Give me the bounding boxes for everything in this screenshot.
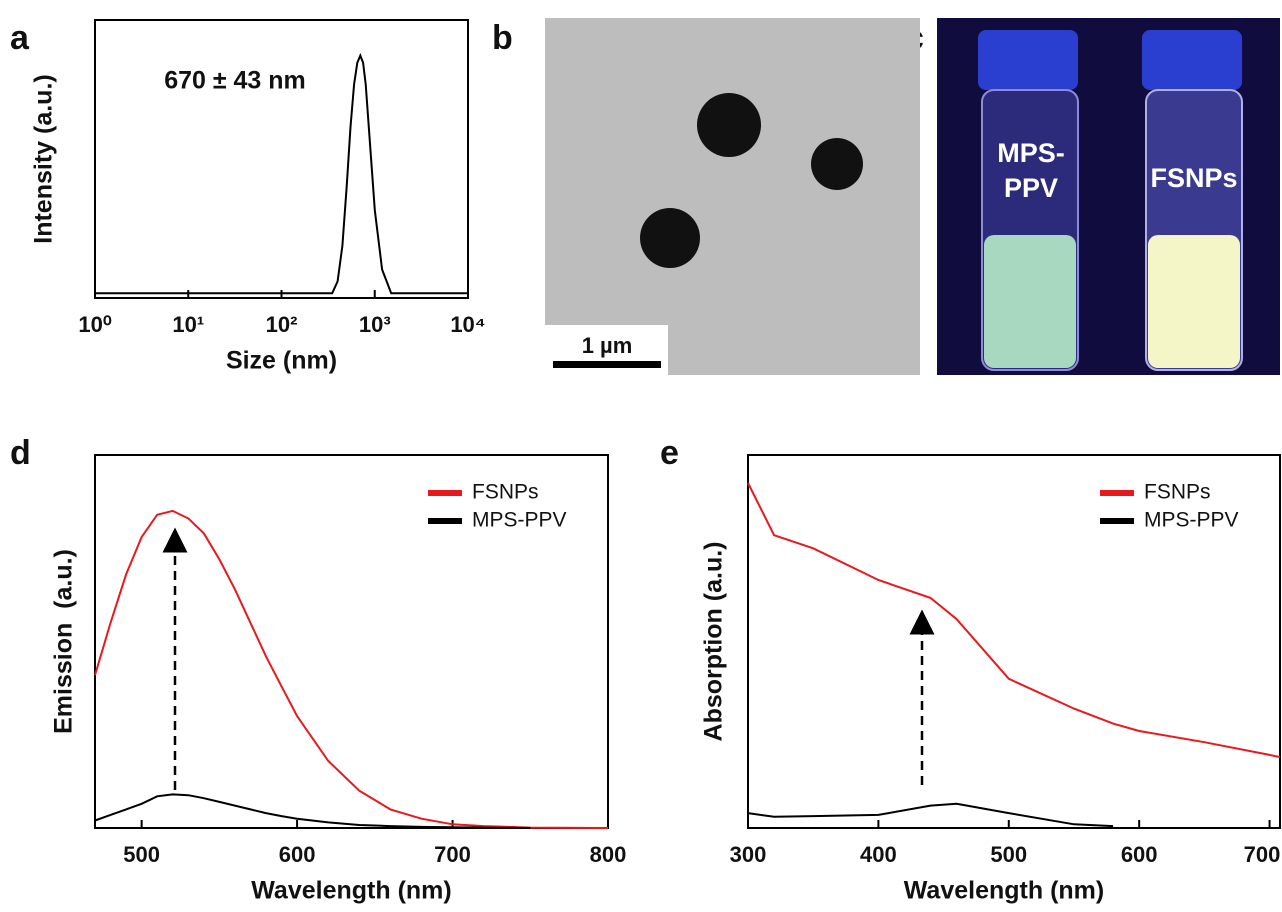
series-line [94, 793, 531, 829]
series-line [747, 802, 1114, 828]
series-line [95, 52, 468, 295]
plot-frame [747, 454, 1281, 829]
x-tick-label: 10³ [359, 312, 391, 337]
x-tick-label: 500 [123, 842, 160, 867]
y-axis-label: Intensity (a.u.) [30, 74, 58, 243]
x-tick-label: 700 [434, 842, 471, 867]
plot-frame [94, 454, 609, 829]
x-tick-label: 600 [279, 842, 316, 867]
plot-frame [94, 19, 469, 299]
scale-bar-label: 1 µm [582, 333, 633, 358]
legend-label: MPS-PPV [1144, 509, 1239, 532]
vial-photo: MPS- PPV FSNPs [937, 18, 1280, 375]
x-tick-label: 10² [266, 312, 298, 337]
x-tick-label: 800 [590, 842, 627, 867]
y-axis-label: Emission (a.u.) [50, 549, 78, 734]
x-tick-label: 300 [730, 842, 767, 867]
series-line [94, 509, 609, 829]
y-axis-label: Absorption (a.u.) [700, 542, 728, 742]
x-axis-label: Size (nm) [226, 347, 337, 375]
x-tick-label: 400 [860, 842, 897, 867]
panel-label: d [10, 434, 31, 472]
panel-label: a [10, 19, 30, 57]
panel-label: b [492, 19, 513, 57]
legend-label: FSNPs [1144, 481, 1211, 504]
x-tick-label: 10⁴ [450, 312, 485, 337]
x-tick-label: 10¹ [172, 312, 204, 337]
x-tick-label: 500 [990, 842, 1027, 867]
annotation: 670 ± 43 nm [164, 67, 306, 95]
x-tick-label: 600 [1121, 842, 1158, 867]
legend-label: FSNPs [472, 481, 539, 504]
x-axis-label: Wavelength (nm) [251, 877, 451, 905]
legend-label: MPS-PPV [472, 509, 567, 532]
x-tick-label: 10⁰ [78, 312, 111, 337]
x-axis-label: Wavelength (nm) [904, 877, 1104, 905]
x-tick-label: 700 [1244, 842, 1281, 867]
vial-label: FSNPs [1150, 163, 1237, 193]
vial-label: PPV [1004, 173, 1058, 203]
panel-label: e [660, 434, 679, 472]
vial-label: MPS- [997, 138, 1065, 168]
series-line [747, 482, 1281, 759]
tem-image: 1 µm [545, 18, 920, 375]
